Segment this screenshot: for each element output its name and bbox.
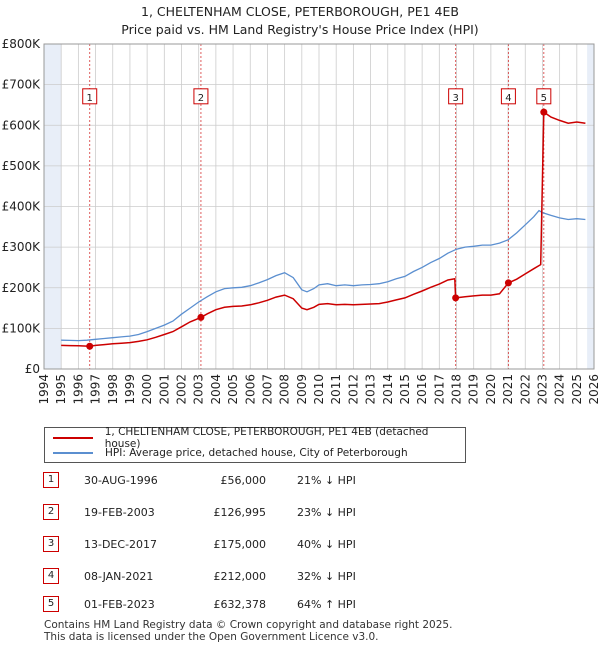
y-tick-label: £500K [2, 159, 42, 173]
table-row: 2 19-FEB-2003 £126,995 23% ↓ HPI [0, 504, 600, 522]
sale-number-badge: 2 [43, 504, 59, 520]
table-row: 5 01-FEB-2023 £632,378 64% ↑ HPI [0, 596, 600, 614]
x-tick-label: 2012 [346, 374, 360, 405]
x-tick-label: 1996 [71, 374, 85, 405]
sale-marker-box [193, 88, 209, 105]
y-tick-label: £100K [2, 321, 42, 335]
x-tick-label: 2025 [570, 374, 584, 405]
x-tick-label: 2011 [329, 374, 343, 405]
x-tick-label: 2002 [175, 374, 189, 405]
sale-date: 13-DEC-2017 [84, 538, 158, 551]
legend-swatch-property [53, 437, 93, 439]
x-tick-label: 2008 [278, 374, 292, 405]
legend-label-hpi: HPI: Average price, detached house, City… [105, 447, 408, 459]
sale-hpi-diff: 40% ↓ HPI [297, 538, 356, 551]
sale-price: £175,000 [213, 538, 267, 551]
sale-number-badge: 5 [43, 596, 59, 612]
sale-point [452, 294, 460, 302]
hpi-line [61, 209, 586, 342]
legend-label-property: 1, CHELTENHAM CLOSE, PETERBOROUGH, PE1 4… [104, 426, 429, 450]
x-tick-label: 2022 [518, 374, 532, 405]
sale-hpi-diff: 64% ↑ HPI [297, 598, 356, 611]
x-tick-label: 2001 [157, 374, 171, 405]
sale-marker-label: 1 [87, 93, 93, 104]
x-tick-label: 2005 [226, 374, 240, 405]
sale-marker-label: 5 [541, 93, 547, 104]
x-tick-label: 2009 [295, 374, 309, 405]
y-tick-label: £700K [2, 78, 42, 92]
x-tick-label: 2019 [467, 374, 481, 405]
x-tick-label: 2006 [243, 374, 257, 405]
sale-marker-label: 4 [505, 93, 511, 104]
y-tick-label: £200K [2, 281, 42, 295]
y-tick-label: £800K [2, 37, 42, 51]
sale-point [504, 279, 512, 287]
x-tick-label: 2024 [553, 374, 567, 405]
x-tick-label: 2013 [364, 374, 378, 405]
footer-copyright: Contains HM Land Registry data © Crown c… [44, 619, 453, 631]
sale-date: 01-FEB-2023 [84, 598, 155, 611]
x-tick-label: 2003 [192, 374, 206, 405]
x-tick-label: 2010 [312, 374, 326, 405]
x-tick-label: 2000 [140, 374, 154, 405]
sale-marker-box [500, 88, 516, 105]
plot-border [43, 43, 595, 370]
sale-price: £632,378 [213, 598, 267, 611]
y-tick-label: £400K [2, 200, 42, 214]
sale-number-badge: 4 [43, 568, 59, 584]
table-row: 3 13-DEC-2017 £175,000 40% ↓ HPI [0, 536, 600, 554]
chart-title: 1, CHELTENHAM CLOSE, PETERBOROUGH, PE1 4… [141, 4, 459, 19]
table-row: 1 30-AUG-1996 £56,000 21% ↓ HPI [0, 472, 600, 490]
x-tick-label: 2015 [398, 374, 412, 405]
x-tick-label: 2014 [381, 374, 395, 405]
legend: 1, CHELTENHAM CLOSE, PETERBOROUGH, PE1 4… [44, 426, 466, 463]
x-tick-label: 2023 [535, 374, 549, 405]
sale-marker-box [536, 88, 552, 105]
property-line [61, 110, 586, 348]
sale-marker-box [82, 88, 98, 105]
y-tick-label: £300K [2, 240, 42, 254]
sale-point [197, 313, 205, 321]
x-tick-label: 2007 [260, 374, 274, 405]
sale-hpi-diff: 21% ↓ HPI [297, 474, 356, 487]
x-tick-label: 2016 [415, 374, 429, 405]
sale-marker-label: 3 [452, 93, 458, 104]
x-tick-label: 2018 [450, 374, 464, 405]
sale-marker-box [448, 88, 464, 105]
sale-date: 19-FEB-2003 [84, 506, 155, 519]
y-tick-label: £0 [25, 362, 40, 376]
sale-price: £56,000 [220, 474, 267, 487]
sale-hpi-diff: 23% ↓ HPI [297, 506, 356, 519]
table-row: 4 08-JAN-2021 £212,000 32% ↓ HPI [0, 568, 600, 586]
x-tick-label: 2017 [432, 374, 446, 405]
sale-hpi-diff: 32% ↓ HPI [297, 570, 356, 583]
legend-item-property: 1, CHELTENHAM CLOSE, PETERBOROUGH, PE1 4… [53, 426, 465, 450]
sale-date: 30-AUG-1996 [84, 474, 158, 487]
sale-price: £126,995 [213, 506, 267, 519]
legend-item-hpi: HPI: Average price, detached house, City… [53, 446, 408, 460]
x-tick-label: 1995 [54, 374, 68, 405]
x-tick-label: 1999 [123, 374, 137, 405]
price-chart: 1 2 3 4 5 £0 £100K £200K £300K £400K £500K £600K £7… [2, 37, 600, 405]
x-tick-label: 2026 [587, 374, 600, 405]
sale-point [86, 342, 94, 350]
footer-licence: This data is licensed under the Open Gov… [44, 631, 379, 643]
y-tick-label: £600K [2, 118, 42, 132]
x-tick-label: 1994 [37, 374, 51, 405]
sale-date: 08-JAN-2021 [84, 570, 154, 583]
sale-number-badge: 1 [43, 472, 59, 488]
sale-number-badge: 3 [43, 536, 59, 552]
x-tick-label: 2004 [209, 374, 223, 405]
x-tick-label: 1998 [106, 374, 120, 405]
legend-swatch-hpi [53, 452, 93, 454]
x-tick-label: 2021 [501, 374, 515, 405]
x-tick-label: 1997 [89, 374, 103, 405]
x-tick-label: 2020 [484, 374, 498, 405]
sale-point [540, 108, 548, 116]
sale-marker-label: 2 [198, 93, 204, 104]
sale-price: £212,000 [213, 570, 267, 583]
chart-subtitle: Price paid vs. HM Land Registry's House … [121, 22, 479, 37]
